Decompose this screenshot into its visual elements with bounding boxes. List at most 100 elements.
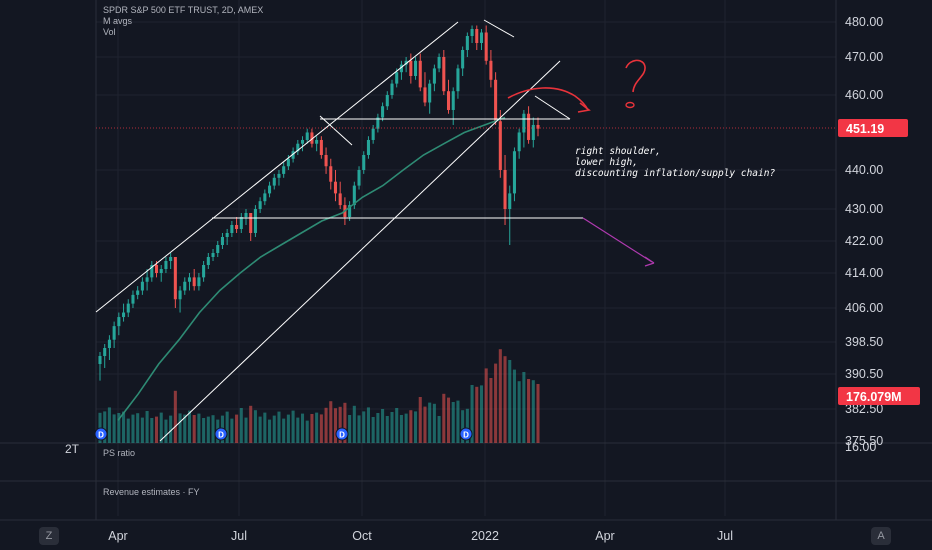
dividend-marker [214,427,228,441]
volume-bar [376,413,380,443]
ma-legend: M avgs [103,16,133,26]
dividend-marker [459,427,473,441]
trend-drawings [95,19,655,442]
volume-bar [117,413,121,443]
candle-body [173,257,177,300]
volume-bar [484,368,488,443]
volume-bar [390,412,394,443]
candle-body [352,185,356,206]
price-tick-label: 382.50 [845,402,883,416]
candle-body [348,205,352,217]
volume-bar [409,410,413,443]
candle-body [145,277,149,282]
price-axis: 480.00 470.00 460.00 440.00 430.00 422.00 414.… [96,15,920,454]
volume-bar [169,415,173,443]
price-tick-label: 422.00 [845,234,883,248]
volume-bar [310,414,314,443]
volume-bar [300,413,305,443]
candle-body [479,32,484,43]
volume-bar [239,408,243,443]
ps-ratio-label: PS ratio [103,448,136,458]
candle-body [484,32,488,61]
candle-body [329,166,333,182]
volume-bar [423,406,427,443]
volume-bar [131,414,135,443]
time-tick-label: Apr [595,529,614,543]
dividend-marker-letter: D [339,431,345,440]
price-tick-label: 440.00 [845,163,883,177]
candle-body [385,95,389,107]
candle-body [461,50,465,69]
volume-bar [291,410,295,443]
volume-bar [527,379,531,443]
candle-body [527,113,531,140]
volume-bar [489,378,493,443]
volume-bar [399,415,403,443]
question-mark-dot [625,101,635,109]
volume-bar [107,407,111,443]
candle-body [169,257,173,261]
arrowhead [644,262,655,267]
volume-bar [385,416,389,443]
candle-body [442,57,446,92]
price-tick-label: 414.00 [845,266,883,280]
candle-body [366,139,370,155]
candle-body [470,29,474,36]
volume-bar [456,400,460,443]
candle-body [536,124,540,129]
volume-bar [371,417,375,443]
candle-body [300,139,305,144]
symbol-title: SPDR S&P 500 ETF TRUST, 2D, AMEX [103,5,264,15]
volume-legend: Vol [103,27,116,37]
volume-bar [428,402,432,443]
candle-body [418,60,422,88]
volume-bar [140,417,144,443]
volume-bar [508,360,512,443]
volume-bar [437,416,441,443]
candle-body [381,106,385,118]
volume-bar [296,417,300,443]
candle-body [112,326,116,340]
chart-annotation: right shoulder, lower high, discounting … [575,146,775,179]
shoulder-mark [534,95,571,120]
price-tick-label: 470.00 [845,50,883,64]
volume-bar [154,416,159,443]
chart-legend: SPDR S&P 500 ETF TRUST, 2D, AMEX M avgs … [103,5,263,38]
volume-bar [145,411,149,443]
volume-bar [159,412,163,443]
volume-bar [362,411,366,443]
candle-body [371,128,375,140]
candle-body [272,177,276,186]
time-tick-label: Apr [108,529,127,543]
volume-bar [202,418,206,443]
volume-bar [268,419,272,443]
dividend-marker-letter: D [98,431,104,440]
last-price-tag [838,119,908,137]
volume-bar [173,390,177,443]
candle-body [126,303,130,313]
candle-body [230,225,234,233]
candle-body [333,181,338,194]
candle-body [437,57,441,69]
candle-body [451,91,455,110]
candle-body [494,79,498,122]
dividend-marker-letter: D [218,431,224,440]
candle-body [107,339,111,348]
candle-body [475,29,479,43]
auto-scale-button[interactable]: A [871,527,891,545]
volume-bar [432,403,436,443]
curve-arrowhead [577,102,591,113]
zoom-button[interactable]: Z [39,527,59,545]
volume-bar [197,413,201,443]
candle-body [136,290,140,295]
volume-bar [126,418,130,443]
volume-bar [122,411,126,443]
volume-bar [348,415,352,443]
volume-bar [136,413,140,443]
candle-body [522,113,526,133]
upper-channel-line [95,21,459,313]
volume-bar [277,411,281,443]
left-scale-label: 2T [65,442,80,456]
